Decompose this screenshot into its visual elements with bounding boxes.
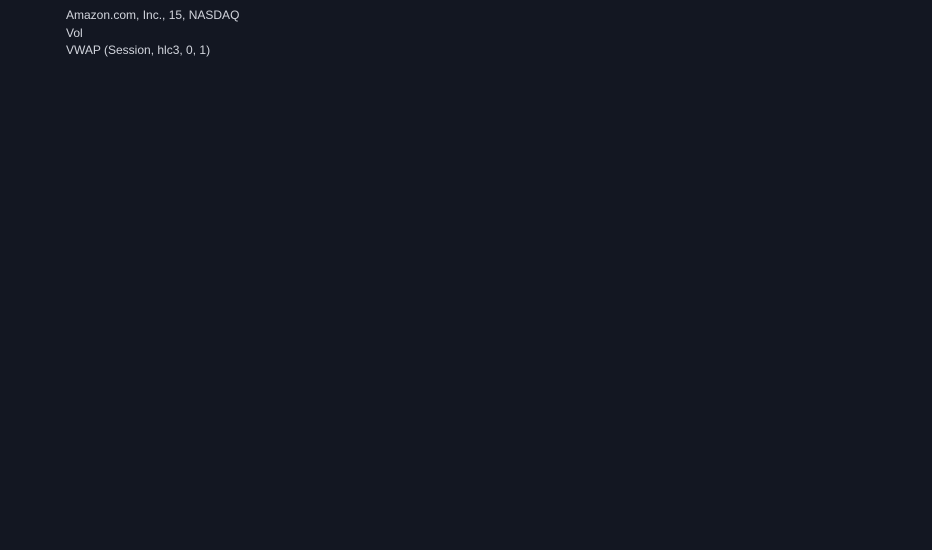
legend: Amazon.com, Inc., 15, NASDAQ Vol VWAP (S… <box>66 8 239 57</box>
legend-title: Amazon.com, Inc., 15, NASDAQ <box>66 8 239 22</box>
legend-vwap: VWAP (Session, hlc3, 0, 1) <box>66 43 210 57</box>
legend-volume: Vol <box>66 26 83 40</box>
